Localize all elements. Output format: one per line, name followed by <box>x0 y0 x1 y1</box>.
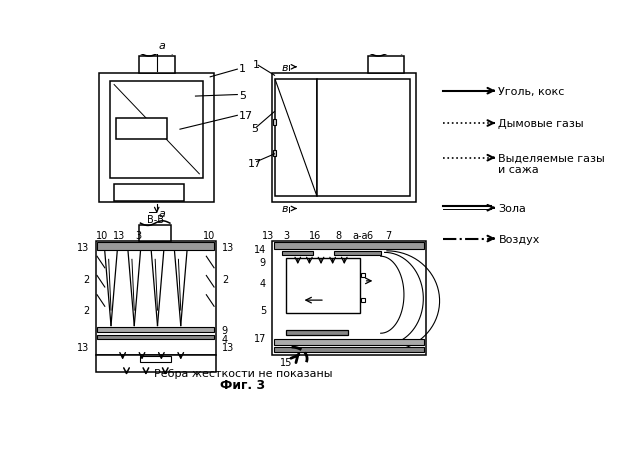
Text: 4: 4 <box>260 278 266 288</box>
Bar <box>116 118 167 140</box>
Text: 5: 5 <box>252 124 259 134</box>
Text: 17: 17 <box>248 159 262 169</box>
Text: 16: 16 <box>308 230 321 240</box>
Text: 6: 6 <box>366 230 372 240</box>
Text: 13: 13 <box>222 243 234 253</box>
Bar <box>110 81 204 178</box>
Text: 10: 10 <box>204 230 216 240</box>
Bar <box>139 226 172 241</box>
Bar <box>95 355 216 372</box>
Bar <box>97 335 214 339</box>
Text: 3: 3 <box>135 230 141 240</box>
Bar <box>97 327 214 333</box>
Text: 15: 15 <box>280 358 292 368</box>
Bar <box>362 273 365 278</box>
Text: 13: 13 <box>77 342 90 352</box>
Bar <box>334 251 381 255</box>
Text: 13: 13 <box>77 243 90 253</box>
Bar <box>274 339 424 345</box>
Bar <box>286 330 348 335</box>
Text: 2: 2 <box>83 305 90 315</box>
Text: 5: 5 <box>239 91 246 100</box>
Bar <box>272 74 415 203</box>
Bar <box>275 80 317 197</box>
Text: 13: 13 <box>222 342 234 352</box>
Text: 7: 7 <box>385 230 392 240</box>
Text: Дымовые газы: Дымовые газы <box>499 119 584 129</box>
Text: а: а <box>158 209 165 219</box>
Text: и сажа: и сажа <box>499 165 540 175</box>
Bar <box>139 57 175 74</box>
Bar <box>317 80 410 197</box>
Text: 17: 17 <box>253 333 266 343</box>
Bar <box>362 298 365 302</box>
Text: Ребра жесткости не показаны: Ребра жесткости не показаны <box>154 369 332 379</box>
Text: а-а: а-а <box>353 230 368 240</box>
Bar <box>273 151 276 157</box>
Text: Зола: Зола <box>499 203 526 213</box>
Bar <box>286 258 360 313</box>
Bar <box>274 347 424 353</box>
Text: 17: 17 <box>239 111 253 121</box>
Text: В-В: В-В <box>147 215 164 225</box>
Text: 2: 2 <box>222 275 228 285</box>
Text: 1: 1 <box>239 64 246 74</box>
Text: 3: 3 <box>283 230 289 240</box>
Text: 14: 14 <box>253 244 266 254</box>
Text: 8: 8 <box>335 230 341 240</box>
Text: 2: 2 <box>83 275 90 285</box>
Bar <box>114 184 184 202</box>
Bar <box>272 241 426 355</box>
Bar <box>140 357 171 363</box>
Text: 1: 1 <box>253 60 260 70</box>
Text: Уголь, кокс: Уголь, кокс <box>499 86 565 96</box>
Text: 13: 13 <box>262 230 275 240</box>
Bar <box>274 243 424 250</box>
Bar <box>282 251 312 255</box>
Text: Воздух: Воздух <box>499 234 540 244</box>
Text: Выделяемые газы: Выделяемые газы <box>499 153 605 163</box>
Text: 10: 10 <box>95 230 108 240</box>
Bar <box>95 241 216 355</box>
Bar <box>97 243 214 251</box>
Bar <box>99 74 214 203</box>
Text: 5: 5 <box>260 305 266 315</box>
Text: 9: 9 <box>222 325 228 335</box>
Text: в: в <box>281 63 288 73</box>
Text: а: а <box>158 41 165 51</box>
Bar <box>273 120 276 126</box>
Text: 4: 4 <box>222 335 228 344</box>
Text: Фиг. 3: Фиг. 3 <box>220 379 266 391</box>
Text: 13: 13 <box>113 230 125 240</box>
Text: в: в <box>281 204 288 214</box>
Bar <box>368 57 404 74</box>
Text: 9: 9 <box>260 258 266 268</box>
